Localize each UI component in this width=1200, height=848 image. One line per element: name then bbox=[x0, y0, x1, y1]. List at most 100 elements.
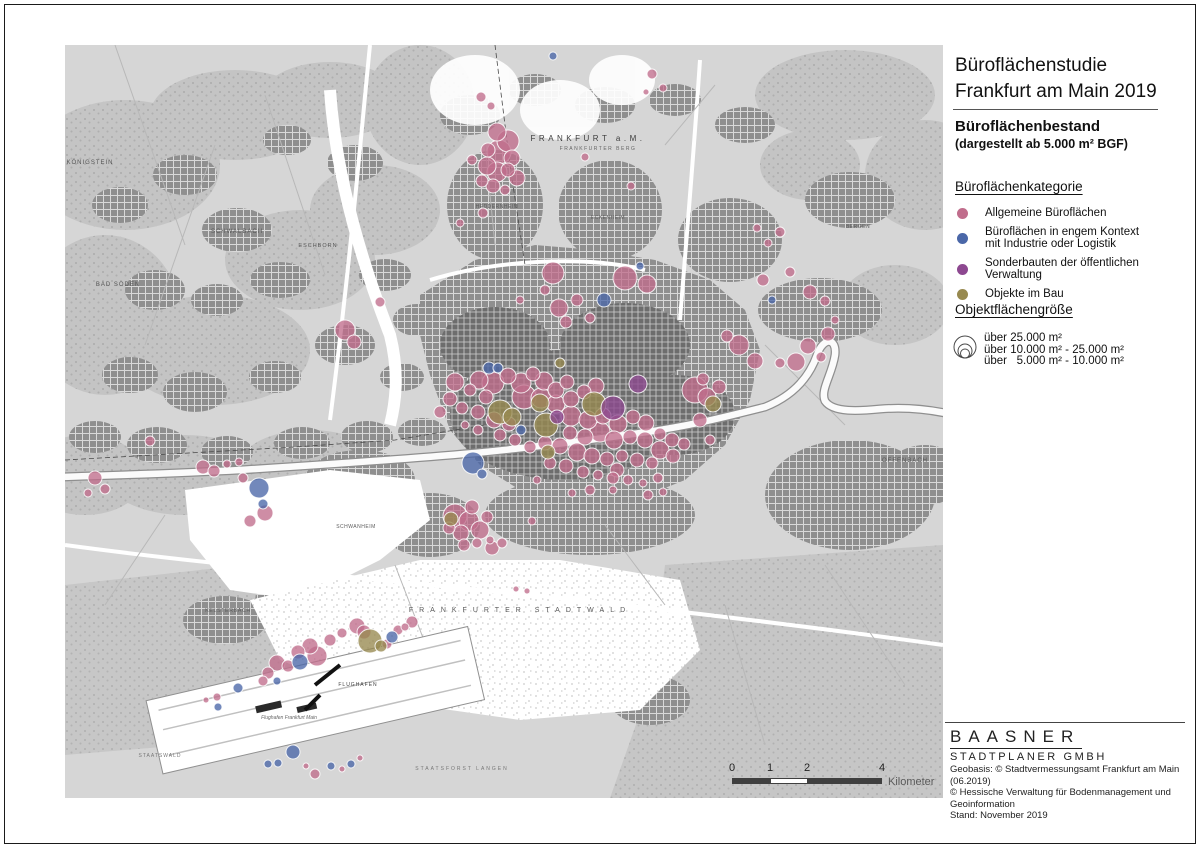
map-data-point bbox=[309, 768, 321, 780]
map-place-label: ESCHBORN bbox=[298, 243, 337, 249]
map-data-point bbox=[487, 122, 507, 142]
map-data-point bbox=[291, 653, 309, 671]
map-data-point bbox=[622, 474, 634, 486]
map-data-point bbox=[374, 296, 386, 308]
map-data-point bbox=[346, 334, 362, 350]
map-data-point bbox=[584, 312, 596, 324]
map-data-point bbox=[213, 702, 223, 712]
map-data-point bbox=[583, 447, 601, 465]
map-data-point bbox=[356, 754, 364, 762]
map-data-point bbox=[728, 334, 750, 356]
map-data-point bbox=[461, 451, 485, 475]
logo-name: BAASNER bbox=[950, 727, 1083, 749]
map-data-point bbox=[562, 425, 578, 441]
logo-subtitle: STADTPLANER GMBH bbox=[950, 751, 1107, 763]
map-place-label: ECKENHEIM bbox=[591, 215, 625, 221]
map-data-point bbox=[477, 207, 489, 219]
map-data-point bbox=[559, 315, 573, 329]
map-data-point bbox=[604, 430, 624, 450]
map-points bbox=[83, 51, 840, 780]
map-data-point bbox=[637, 274, 657, 294]
map-data-point bbox=[525, 366, 541, 382]
map-data-point bbox=[558, 458, 574, 474]
map-data-point bbox=[508, 433, 522, 447]
map-data-point bbox=[222, 459, 232, 469]
map-data-point bbox=[455, 401, 469, 415]
map-data-point bbox=[237, 472, 249, 484]
map-data-point bbox=[400, 622, 410, 632]
scale-bar-segment bbox=[770, 778, 809, 784]
map-data-point bbox=[272, 676, 282, 686]
map-data-point bbox=[763, 238, 773, 248]
map-data-point bbox=[799, 337, 817, 355]
map-data-point bbox=[338, 765, 346, 773]
size-legend-labels: über 25.000 m² über 10.000 m² - 25.000 m²… bbox=[984, 332, 1124, 368]
map-data-point bbox=[515, 295, 525, 305]
map-data-point bbox=[547, 381, 565, 399]
map-backdrop bbox=[65, 45, 943, 798]
map-data-point bbox=[752, 223, 762, 233]
source-credits: Geobasis: © Stadtvermessungsamt Frankfur… bbox=[950, 764, 1200, 822]
map-place-label: FLUGHAFEN bbox=[338, 682, 377, 688]
map-data-point bbox=[243, 514, 257, 528]
title-line-1: Büroflächenstudie bbox=[955, 55, 1108, 76]
category-legend-heading: Büroflächenkategorie bbox=[955, 179, 1083, 194]
map-data-point bbox=[470, 520, 490, 540]
map-data-point bbox=[636, 431, 654, 449]
map-data-point bbox=[478, 389, 494, 405]
map-data-point bbox=[464, 499, 480, 515]
map-data-point bbox=[562, 390, 580, 408]
map-data-point bbox=[596, 292, 612, 308]
map-data-point bbox=[273, 758, 283, 768]
map-data-point bbox=[471, 537, 483, 549]
map-data-point bbox=[302, 762, 310, 770]
category-label: Allgemeine Büroflächen bbox=[985, 207, 1107, 219]
map-data-point bbox=[530, 393, 550, 413]
map-data-point bbox=[720, 329, 734, 343]
page-title: Büroflächenstudie Frankfurt am Main 2019 bbox=[955, 53, 1157, 105]
map-data-point bbox=[346, 759, 356, 769]
map-data-point bbox=[385, 630, 399, 644]
subtitle-heading: Büroflächenbestand bbox=[955, 118, 1101, 135]
map-data-point bbox=[784, 266, 796, 278]
divider-bottom bbox=[945, 722, 1185, 723]
map-data-point bbox=[232, 682, 244, 694]
map-data-point bbox=[567, 442, 587, 462]
map-place-label: SCHWALBACH bbox=[211, 229, 263, 235]
map-svg: FRANKFURT a.M. FRANKFURTER BERG KÖNIGSTEIN… bbox=[65, 45, 943, 798]
map-data-point bbox=[606, 471, 620, 485]
map-data-point bbox=[600, 395, 626, 421]
scale-bar-unit: Kilometer bbox=[888, 776, 935, 788]
title-line-2: Frankfurt am Main 2019 bbox=[955, 81, 1157, 102]
map-data-point bbox=[549, 298, 569, 318]
map-data-point bbox=[445, 372, 465, 392]
map-data-point bbox=[599, 451, 615, 467]
map-data-point bbox=[642, 489, 654, 501]
map-place-label: BERGEN bbox=[846, 224, 870, 230]
map-data-point bbox=[212, 692, 222, 702]
map-data-point bbox=[819, 295, 831, 307]
scale-bar-tick: 2 bbox=[803, 762, 811, 774]
map-data-point bbox=[653, 427, 667, 441]
credit-line: Geobasis: © Stadtvermessungsamt Frankfur… bbox=[950, 764, 1180, 787]
map-labels: FRANKFURT a.M. FRANKFURTER BERG KÖNIGSTEIN… bbox=[66, 134, 927, 772]
map-data-point bbox=[646, 68, 658, 80]
map-data-point bbox=[625, 409, 641, 425]
map-data-point bbox=[629, 452, 645, 468]
map-data-point bbox=[802, 284, 818, 300]
map-canvas: FRANKFURT a.M. FRANKFURTER BERG KÖNIGSTEIN… bbox=[65, 45, 943, 798]
map-place-label: FRANKFURT a.M. bbox=[531, 134, 646, 143]
scale-bar-tick: 4 bbox=[878, 762, 886, 774]
map-data-point bbox=[257, 675, 269, 687]
map-data-point bbox=[830, 315, 840, 325]
map-data-point bbox=[515, 424, 527, 436]
map-place-label: BAD SODEN bbox=[96, 282, 140, 288]
map-data-point bbox=[608, 485, 618, 495]
map-data-point bbox=[815, 351, 827, 363]
subtitle-note: (dargestellt ab 5.000 m² BGF) bbox=[955, 137, 1128, 151]
map-data-point bbox=[523, 587, 531, 595]
map-data-point bbox=[548, 51, 558, 61]
legend-category-row: Objekte im Bau bbox=[957, 288, 1182, 300]
map-data-point bbox=[704, 395, 722, 413]
